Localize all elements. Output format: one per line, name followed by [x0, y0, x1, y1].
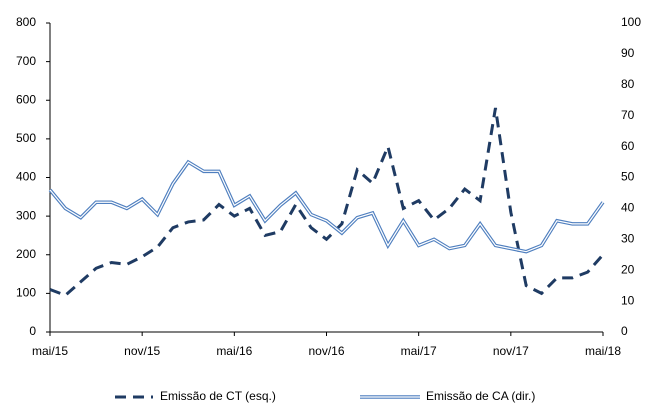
y2-tick-label: 10 [621, 293, 635, 307]
y-tick-label: 200 [16, 247, 36, 261]
y-tick-label: 400 [16, 170, 36, 184]
y2-tick-label: 0 [621, 324, 628, 338]
y2-tick-label: 70 [621, 108, 635, 122]
y2-tick-label: 30 [621, 231, 635, 245]
x-tick-label: mai/17 [401, 344, 437, 358]
y-tick-label: 800 [16, 15, 36, 29]
x-tick-label: nov/15 [124, 344, 160, 358]
y-tick-label: 700 [16, 54, 36, 68]
y2-tick-label: 20 [621, 262, 635, 276]
y-tick-label: 500 [16, 131, 36, 145]
legend-label: Emissão de CT (esq.) [160, 389, 276, 403]
series-line [49, 107, 605, 298]
y2-tick-label: 90 [621, 46, 635, 60]
x-tick-label: nov/16 [308, 344, 344, 358]
y2-tick-label: 100 [621, 15, 641, 29]
legend-label: Emissão de CA (dir.) [426, 389, 535, 403]
y-tick-label: 100 [16, 286, 36, 300]
y2-tick-label: 60 [621, 139, 635, 153]
y2-tick-label: 80 [621, 77, 635, 91]
x-tick-label: mai/16 [216, 344, 252, 358]
y-tick-label: 300 [16, 208, 36, 222]
y-tick-label: 600 [16, 92, 36, 106]
x-tick-label: mai/18 [585, 344, 621, 358]
y-tick-label: 0 [29, 324, 36, 338]
series-line-inner [49, 161, 604, 253]
y2-tick-label: 50 [621, 170, 635, 184]
y2-tick-label: 40 [621, 201, 635, 215]
x-tick-label: mai/15 [32, 344, 68, 358]
x-tick-label: nov/17 [493, 344, 529, 358]
